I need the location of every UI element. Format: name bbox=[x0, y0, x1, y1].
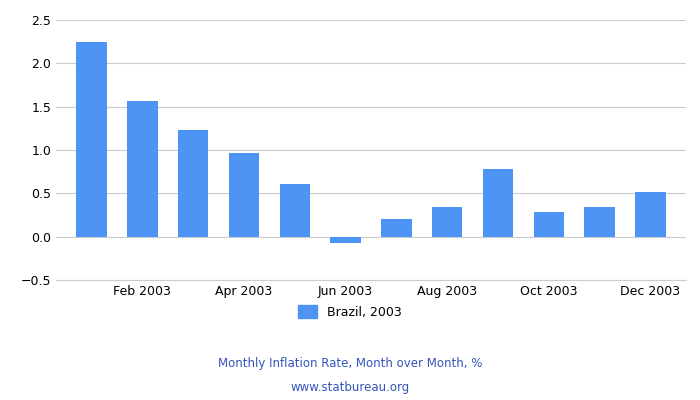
Bar bbox=[382, 219, 412, 237]
Bar bbox=[127, 101, 158, 237]
Bar bbox=[483, 169, 513, 237]
Bar bbox=[584, 207, 615, 237]
Legend: Brazil, 2003: Brazil, 2003 bbox=[293, 300, 407, 324]
Bar bbox=[635, 192, 666, 237]
Bar bbox=[279, 184, 310, 237]
Text: www.statbureau.org: www.statbureau.org bbox=[290, 382, 410, 394]
Bar bbox=[330, 237, 360, 243]
Bar bbox=[432, 207, 463, 237]
Bar bbox=[178, 130, 209, 237]
Bar bbox=[76, 42, 107, 237]
Bar bbox=[229, 153, 259, 237]
Text: Monthly Inflation Rate, Month over Month, %: Monthly Inflation Rate, Month over Month… bbox=[218, 358, 482, 370]
Bar bbox=[533, 212, 564, 237]
